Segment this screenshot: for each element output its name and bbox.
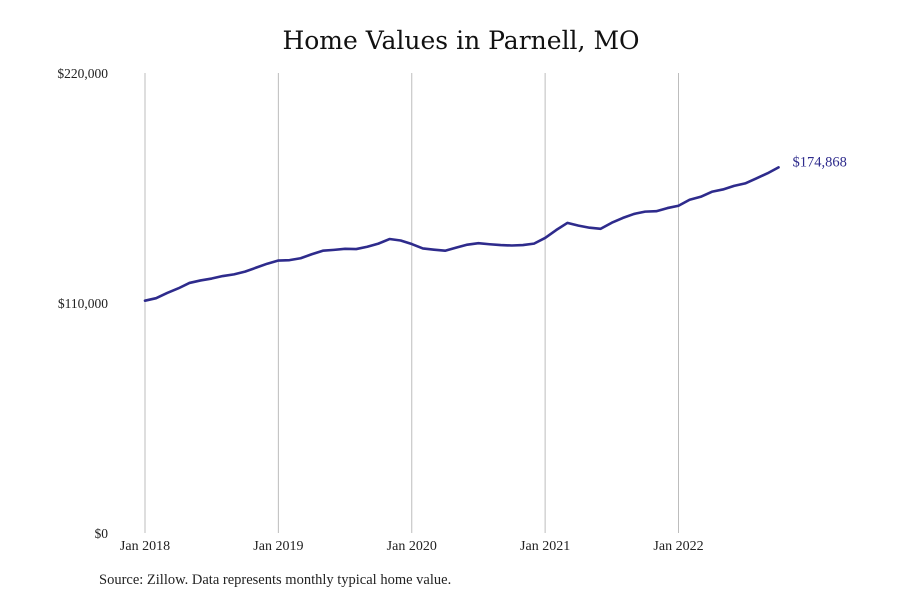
x-tick-label: Jan 2021 xyxy=(520,539,570,554)
chart-title: Home Values in Parnell, MO xyxy=(282,26,640,55)
latest-value-label: $174,868 xyxy=(793,154,847,170)
source-note: Source: Zillow. Data represents monthly … xyxy=(99,572,452,588)
x-tick-label: Jan 2022 xyxy=(653,539,703,554)
x-tick-label: Jan 2018 xyxy=(120,539,170,554)
home-value-line xyxy=(143,166,780,302)
x-axis-tick-labels: Jan 2018 Jan 2019 Jan 2020 Jan 2021 Jan 2022 xyxy=(120,539,704,554)
y-tick-label: $0 xyxy=(95,526,109,541)
x-tick-label: Jan 2020 xyxy=(387,539,437,554)
y-tick-label: $220,000 xyxy=(57,66,108,81)
vertical-gridlines xyxy=(144,73,679,533)
y-tick-label: $110,000 xyxy=(58,296,108,311)
y-axis-tick-labels: $0 $110,000 $220,000 xyxy=(57,66,108,541)
x-tick-label: Jan 2019 xyxy=(253,539,303,554)
